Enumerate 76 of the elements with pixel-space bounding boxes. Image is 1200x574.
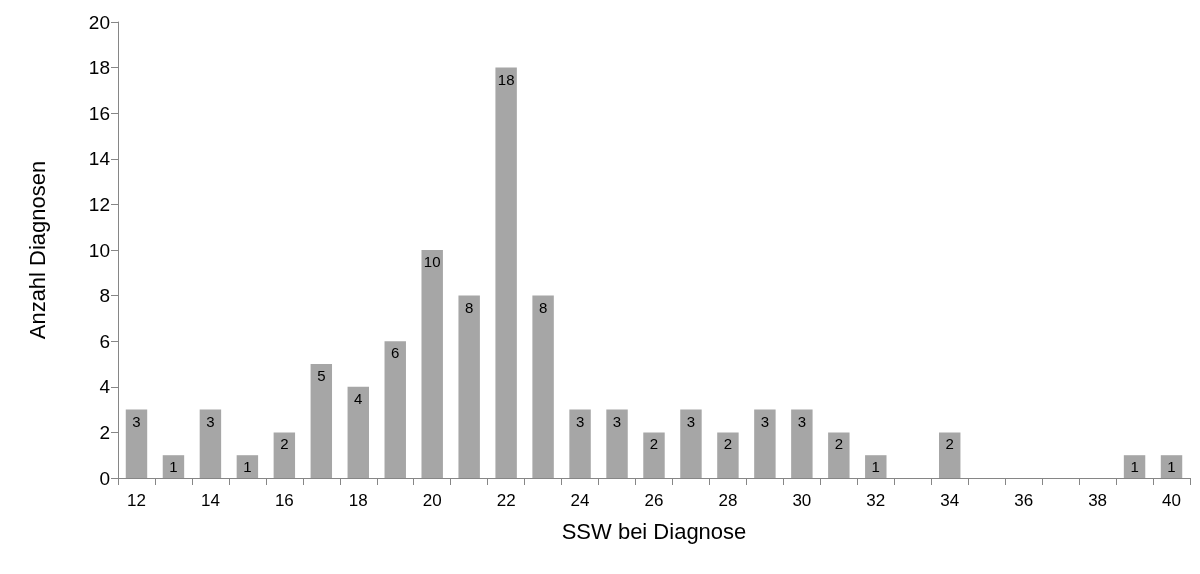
- data-label: 2: [649, 435, 659, 453]
- bar: [865, 455, 887, 478]
- x-tick-label: 12: [127, 491, 146, 510]
- y-tick-label: 20: [88, 11, 110, 33]
- bar: [347, 386, 369, 478]
- y-tick-label: 14: [88, 148, 111, 170]
- y-tick-label: 10: [88, 239, 110, 261]
- bar: [569, 409, 591, 478]
- data-label: 4: [354, 389, 363, 407]
- y-axis-title: Anzahl Diagnosen: [24, 160, 50, 340]
- bar: [162, 455, 185, 478]
- bar: [1123, 455, 1146, 478]
- x-tick-label: 20: [422, 491, 442, 510]
- data-label: 3: [132, 412, 141, 430]
- data-label: 3: [612, 412, 622, 430]
- data-label: 10: [423, 253, 441, 270]
- bar: [1160, 455, 1183, 478]
- y-tick-label: 16: [88, 102, 110, 124]
- bar: [125, 409, 148, 478]
- bar: [458, 295, 480, 478]
- bar: [828, 432, 850, 478]
- data-label: 1: [1167, 458, 1176, 476]
- x-tick-label: 40: [1162, 491, 1181, 510]
- data-label: 2: [280, 435, 289, 453]
- data-label: 6: [391, 344, 400, 362]
- data-label: 3: [575, 412, 585, 430]
- bar: [754, 409, 776, 478]
- data-label: 8: [465, 298, 474, 316]
- bar: [717, 432, 739, 478]
- data-label: 3: [206, 412, 215, 430]
- x-axis-title: SSW bei Diagnose: [561, 518, 747, 544]
- data-label: 3: [686, 412, 696, 430]
- data-label: 1: [169, 458, 178, 476]
- x-tick-label: 38: [1088, 491, 1108, 510]
- data-label: 1: [243, 458, 252, 476]
- x-tick-label: 34: [940, 491, 960, 510]
- bar: [791, 409, 813, 478]
- y-tick-label: 2: [99, 421, 110, 443]
- data-label: 2: [945, 435, 954, 453]
- data-label: 3: [760, 412, 770, 430]
- y-tick-label: 12: [88, 193, 110, 215]
- bar: [643, 432, 665, 478]
- y-tick-label: 4: [99, 376, 111, 398]
- x-tick-label: 16: [274, 491, 294, 510]
- data-label: 18: [497, 70, 515, 88]
- bar: [532, 295, 554, 478]
- y-tick-label: 8: [99, 285, 110, 307]
- data-label: 1: [1130, 458, 1139, 476]
- bar: [421, 250, 443, 478]
- x-tick-label: 14: [200, 491, 220, 510]
- bar: [236, 455, 259, 478]
- data-label: 2: [834, 435, 843, 453]
- data-label: 8: [538, 298, 548, 316]
- bar: [199, 409, 222, 478]
- x-tick-label: 26: [644, 491, 664, 510]
- data-label: 3: [797, 412, 807, 430]
- data-label: 1: [871, 458, 880, 476]
- x-tick-label: 30: [792, 491, 812, 510]
- x-tick-label: 36: [1014, 491, 1034, 510]
- bar: [606, 409, 628, 478]
- bar: [384, 341, 406, 478]
- bar: [310, 364, 333, 478]
- x-tick-label: 22: [496, 491, 516, 510]
- x-tick-label: 28: [718, 491, 738, 510]
- bar: [939, 432, 961, 478]
- x-tick-label: 18: [348, 491, 368, 510]
- y-tick-label: 18: [88, 57, 110, 79]
- x-tick-label: 32: [866, 491, 886, 510]
- bar: [680, 409, 702, 478]
- y-tick-label: 0: [99, 467, 110, 489]
- x-tick-label: 24: [570, 491, 590, 510]
- bar: [495, 67, 517, 478]
- data-label: 2: [723, 435, 733, 453]
- bar: [273, 432, 296, 478]
- y-tick-label: 6: [99, 330, 110, 352]
- data-label: 5: [317, 367, 326, 384]
